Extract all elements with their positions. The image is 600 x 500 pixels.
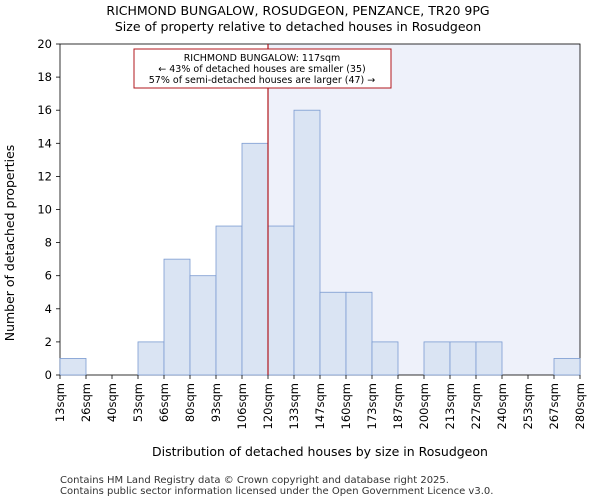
plot-area: 0 2 4 6 8 10 12 14 16 18 20 13sqm 26sqm 40sqm 53sqm 66… <box>37 37 587 429</box>
bar-267sqm <box>553 358 581 376</box>
bar-106sqm <box>241 142 269 376</box>
annotation-frame <box>133 48 392 89</box>
x-tick-label: 200sqm <box>417 383 431 429</box>
chart-title: RICHMOND BUNGALOW, ROSUDGEON, PENZANCE, … <box>106 3 489 18</box>
y-tick-label: 0 <box>45 368 52 382</box>
x-tick-label: 253sqm <box>521 383 535 429</box>
footer-line-1: Contains HM Land Registry data © Crown c… <box>60 475 449 486</box>
x-tick-label: 93sqm <box>209 383 223 422</box>
x-tick-label: 80sqm <box>183 383 197 422</box>
bar-120sqm <box>267 225 295 376</box>
x-tick-label: 280sqm <box>573 383 587 429</box>
x-tick-label: 267sqm <box>547 383 561 429</box>
annotation-box: RICHMOND BUNGALOW: 117sqm ← 43% of detac… <box>133 48 392 89</box>
x-tick-label: 53sqm <box>131 383 145 422</box>
y-tick-label: 8 <box>45 236 52 250</box>
y-tick-label: 18 <box>37 70 52 84</box>
x-tick-label: 187sqm <box>391 383 405 429</box>
annotation-line-2: ← 43% of detached houses are smaller (35… <box>158 64 365 75</box>
bar-213sqm <box>449 341 477 376</box>
x-tick-label: 173sqm <box>365 383 379 429</box>
y-tick-label: 10 <box>37 203 52 217</box>
y-tick-label: 2 <box>45 335 52 349</box>
bar-80sqm <box>189 275 217 376</box>
y-tick-label: 12 <box>37 169 52 183</box>
bar-227sqm <box>475 341 503 376</box>
y-tick-label: 14 <box>37 136 52 150</box>
x-tick-label: 26sqm <box>79 383 93 422</box>
annotation-line-1: RICHMOND BUNGALOW: 117sqm <box>184 53 341 64</box>
bar-53sqm <box>137 341 165 376</box>
x-tick-label: 66sqm <box>157 383 171 422</box>
y-tick-label: 16 <box>37 103 52 117</box>
x-tick-label: 160sqm <box>339 383 353 429</box>
x-tick-label: 147sqm <box>313 383 327 429</box>
bar-160sqm <box>345 291 373 376</box>
chart-subtitle: Size of property relative to detached ho… <box>115 19 481 34</box>
bar-13sqm <box>59 358 87 376</box>
x-tick-label: 106sqm <box>235 383 249 429</box>
annotation-line-3: 57% of semi-detached houses are larger (… <box>149 75 376 86</box>
bar-133sqm <box>293 109 321 376</box>
x-tick-label: 213sqm <box>443 383 457 429</box>
bar-93sqm <box>215 225 243 376</box>
x-tick-label: 13sqm <box>53 383 67 422</box>
y-tick-label: 6 <box>45 269 52 283</box>
bar-66sqm <box>163 258 191 376</box>
x-axis-label: Distribution of detached houses by size … <box>152 444 488 459</box>
x-tick-label: 227sqm <box>469 383 483 429</box>
footer-line-2: Contains public sector information licen… <box>60 486 493 497</box>
x-tick-label: 240sqm <box>495 383 509 429</box>
bar-147sqm <box>319 291 347 376</box>
y-tick-label: 20 <box>37 37 52 51</box>
y-axis-label: Number of detached properties <box>2 145 17 342</box>
x-tick-label: 40sqm <box>105 383 119 422</box>
bar-200sqm <box>423 341 451 376</box>
bar-173sqm <box>371 341 399 376</box>
y-axis: 0 2 4 6 8 10 12 14 16 18 20 <box>37 37 60 382</box>
y-tick-label: 4 <box>45 302 52 316</box>
x-axis: 13sqm 26sqm 40sqm 53sqm 66sqm 80sqm 93sqm 106sq… <box>53 375 587 429</box>
x-tick-label: 120sqm <box>261 383 275 429</box>
x-tick-label: 133sqm <box>287 383 301 429</box>
bars-group <box>59 109 581 376</box>
